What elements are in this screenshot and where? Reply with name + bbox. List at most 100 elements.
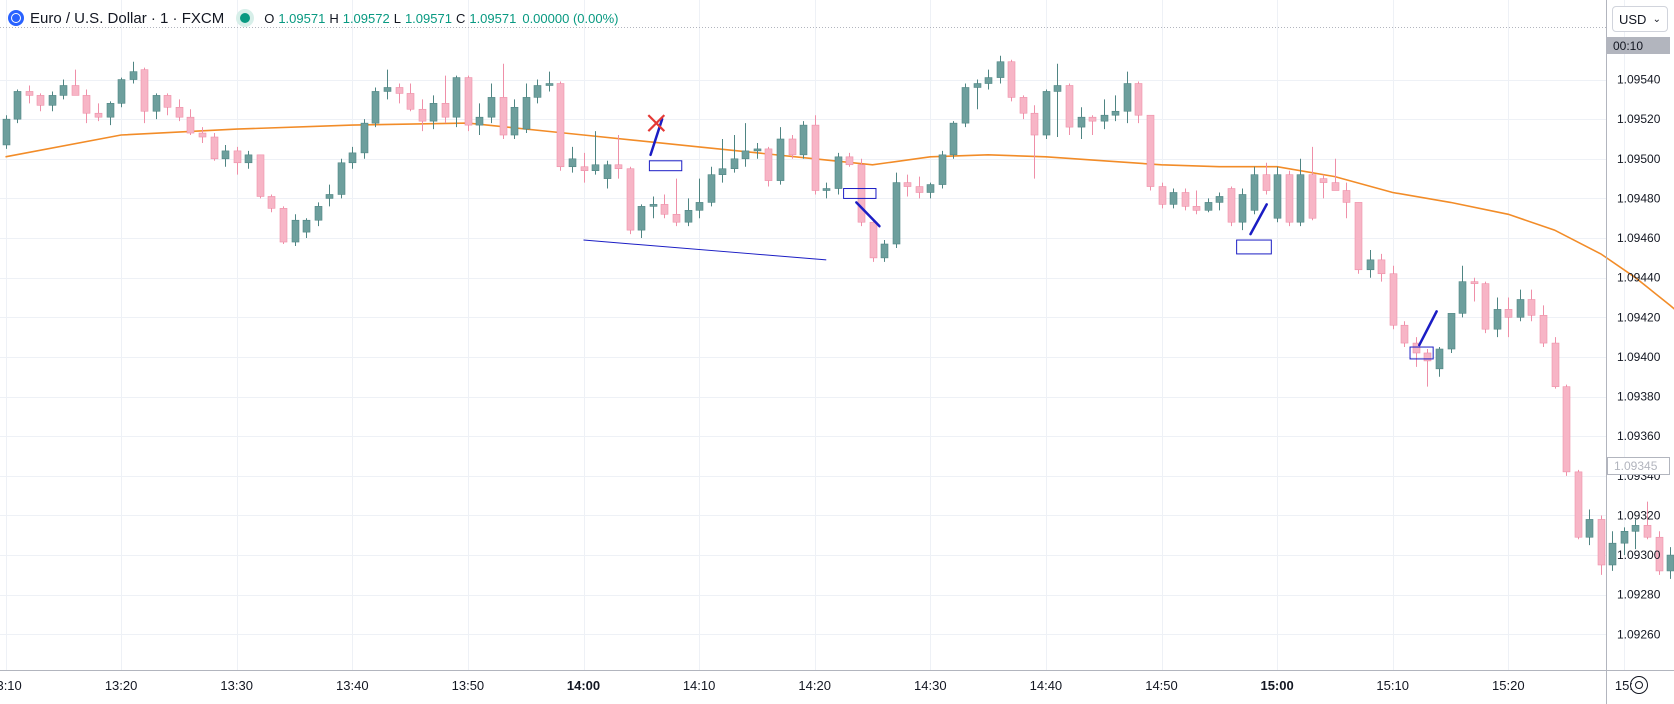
- candle-body: [406, 93, 415, 110]
- rectangle-drawing[interactable]: [648, 160, 683, 172]
- candle: [1366, 249, 1375, 278]
- candle-body: [94, 112, 103, 118]
- candle-body: [140, 69, 149, 112]
- candle: [1631, 519, 1640, 550]
- candle-body: [452, 77, 461, 118]
- candle: [1169, 188, 1178, 209]
- time-tick-label: 14:00: [567, 678, 600, 693]
- trend-line[interactable]: [583, 239, 827, 261]
- candle: [1215, 192, 1224, 211]
- candle-body: [1493, 309, 1502, 330]
- cross-mark[interactable]: [647, 114, 666, 132]
- candle-body: [1262, 174, 1271, 191]
- candle: [1262, 162, 1271, 195]
- candle: [684, 198, 693, 227]
- price-tick-label: 1.09520: [1617, 112, 1661, 126]
- candle: [1111, 95, 1120, 122]
- candle: [1007, 59, 1016, 102]
- candle-body: [1389, 273, 1398, 326]
- candle-body: [510, 106, 519, 136]
- candle-body: [1597, 519, 1606, 566]
- brush-stroke[interactable]: [649, 117, 664, 157]
- candle-body: [1319, 178, 1328, 183]
- candle-body: [371, 91, 380, 124]
- candle: [1539, 305, 1548, 348]
- rectangle-drawing[interactable]: [843, 188, 877, 199]
- candle: [776, 127, 785, 185]
- candle: [1400, 321, 1409, 348]
- candle: [718, 138, 727, 183]
- candle-body: [1215, 196, 1224, 203]
- candle-body: [845, 156, 854, 166]
- candle: [1377, 253, 1386, 282]
- candle: [406, 83, 415, 112]
- candle: [949, 121, 958, 159]
- symbol-title[interactable]: Euro / U.S. Dollar · 1 · FXCM: [30, 9, 225, 27]
- candle: [510, 99, 519, 139]
- candle-body: [1123, 83, 1132, 112]
- candle-body: [1169, 192, 1178, 205]
- candle: [580, 152, 589, 183]
- low-value: 1.09571: [404, 10, 452, 26]
- moving-average-layer: [5, 122, 1674, 310]
- price-tick-label: 1.09380: [1617, 390, 1661, 404]
- candle-body: [1400, 324, 1409, 344]
- candle: [556, 81, 565, 171]
- ohlc-values: O 1.09571 H 1.09572 L 1.09571 C 1.09571 0.00…: [264, 11, 618, 26]
- candle: [1053, 63, 1062, 138]
- candle-body: [1643, 525, 1652, 538]
- candle: [1042, 89, 1051, 139]
- candle-body: [1481, 283, 1490, 330]
- candle-body: [961, 87, 970, 124]
- candle-body: [695, 202, 704, 211]
- market-status-icon: [240, 13, 251, 23]
- candle-body: [903, 182, 912, 187]
- price-axis[interactable]: 1.09540 1.09520 1.09500 1.09480 1.09460 1.094…: [1617, 73, 1661, 642]
- candle-body: [13, 91, 22, 120]
- candle-body: [1470, 281, 1479, 284]
- rectangle-drawing[interactable]: [1236, 239, 1272, 255]
- brush-stroke[interactable]: [1418, 310, 1438, 347]
- candle-body: [441, 103, 450, 118]
- time-axis[interactable]: 13:10 13:20 13:30 13:40 13:50 14:00 14:10 14:20…: [0, 678, 1633, 693]
- candle-body: [267, 196, 276, 209]
- candle: [1285, 170, 1294, 227]
- candle: [1065, 83, 1074, 136]
- candle: [25, 85, 34, 104]
- brush-stroke[interactable]: [1249, 203, 1268, 236]
- candle: [198, 127, 207, 143]
- candle: [1585, 509, 1594, 546]
- candle: [1030, 105, 1039, 179]
- candle: [522, 83, 531, 134]
- candle-body: [25, 91, 34, 96]
- price-tick-label: 1.09360: [1617, 429, 1661, 443]
- settings-icon[interactable]: [1630, 676, 1648, 694]
- currency-dropdown[interactable]: USD ⌄: [1612, 6, 1668, 32]
- time-tick-label: 15:: [1615, 678, 1633, 693]
- candle-body: [244, 154, 253, 164]
- candle-body: [1227, 188, 1236, 223]
- candle-body: [1608, 542, 1617, 566]
- candle-body: [1354, 202, 1363, 271]
- candle-body: [198, 132, 207, 138]
- candle: [106, 101, 115, 126]
- candle: [291, 214, 300, 246]
- candle: [1551, 337, 1560, 389]
- candle-body: [279, 208, 288, 243]
- brush-stroke[interactable]: [855, 201, 881, 228]
- candle: [1181, 188, 1190, 211]
- candle-body: [1238, 194, 1247, 223]
- time-tick-label: 13:50: [452, 678, 485, 693]
- drawings-layer[interactable]: [583, 114, 1438, 360]
- candle: [1666, 547, 1674, 579]
- candle-body: [811, 124, 820, 191]
- candle-body: [603, 164, 612, 179]
- candle-body: [1273, 174, 1282, 219]
- rectangle-drawing[interactable]: [1409, 346, 1434, 360]
- candle-body: [337, 162, 346, 195]
- price-tick-label: 1.09480: [1617, 191, 1661, 205]
- candle-body: [487, 97, 496, 118]
- candle-body: [637, 206, 646, 231]
- candle: [1238, 188, 1247, 231]
